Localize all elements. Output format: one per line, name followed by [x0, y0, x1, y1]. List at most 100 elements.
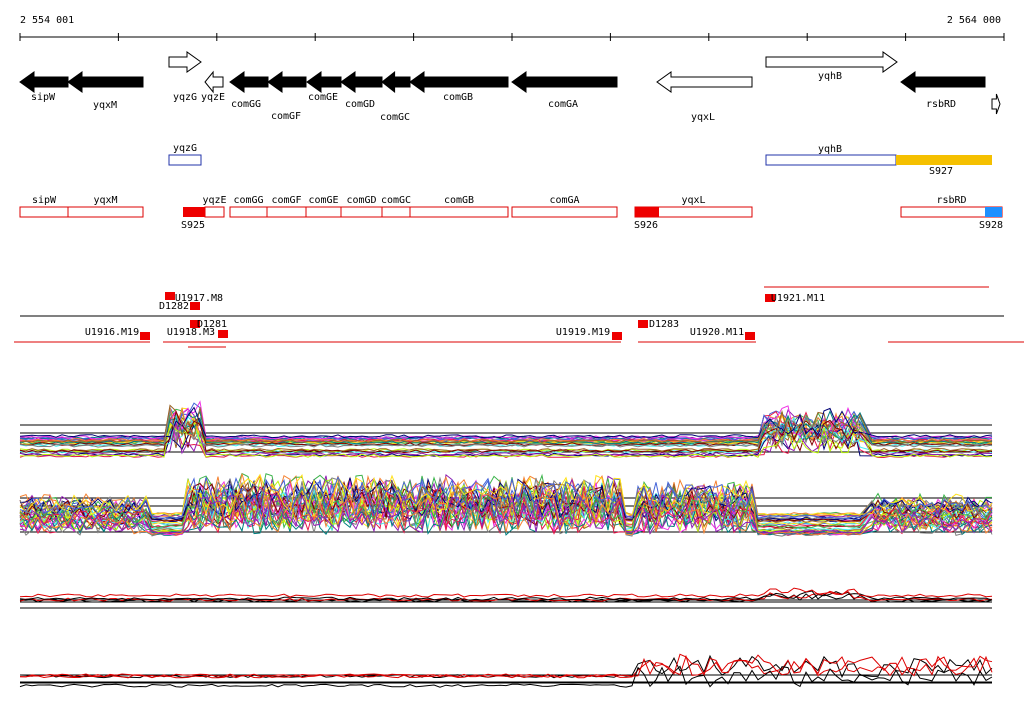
- expression-trace: [19, 665, 993, 688]
- gene-arrow: [340, 71, 383, 93]
- segment-fill: [635, 207, 659, 217]
- expression-trace: [19, 480, 993, 522]
- expression-trace: [19, 475, 993, 519]
- transcript-label: comGB: [444, 195, 474, 206]
- tracks: sipW yqxM yqzG yqzE comGG comGF comGE comGD comG…: [14, 33, 1024, 688]
- element-mark: [765, 294, 775, 302]
- annotation-segment: [896, 155, 992, 165]
- expression-trace: [19, 477, 993, 521]
- expression-trace: [19, 590, 993, 601]
- element-label: U1919.M19: [556, 327, 610, 338]
- gene-arrow: [381, 70, 411, 94]
- gene-arrow: [204, 70, 224, 94]
- gene-label: comGF: [271, 111, 301, 122]
- ruler-end: 2 564 000: [947, 15, 1001, 26]
- transcript-label: comGG: [233, 195, 263, 206]
- gene-label: comGC: [380, 112, 410, 123]
- expression-trace: [19, 407, 993, 443]
- element-label: D1282: [159, 301, 189, 312]
- gene-arrow: [409, 71, 509, 93]
- gene-arrow: [900, 71, 986, 93]
- expression-trace: [19, 493, 993, 534]
- segment-label: S928: [979, 220, 1003, 231]
- transcript-label: comGC: [381, 195, 411, 206]
- expression-trace: [19, 410, 993, 447]
- element-label: D1281: [197, 319, 227, 330]
- element-mark: [745, 332, 755, 340]
- expression-trace: [19, 493, 993, 536]
- element-mark: [638, 320, 648, 328]
- transcript-label: comGE: [308, 195, 338, 206]
- gene-arrow: [511, 71, 618, 93]
- transcript-box: [229, 206, 268, 218]
- gene-label: comGB: [443, 92, 473, 103]
- transcript-box: [204, 206, 225, 218]
- element-label: U1920.M11: [690, 327, 744, 338]
- element-mark: [140, 332, 150, 340]
- gene-arrow: [19, 71, 69, 93]
- gene-arrow: [656, 71, 753, 93]
- gene-arrow: [67, 71, 144, 93]
- annotation-label: yqhB: [818, 144, 842, 155]
- expression-trace: [19, 422, 993, 457]
- gene-label: comGE: [308, 92, 338, 103]
- gene-label: yqxM: [93, 100, 117, 111]
- gene-label: rsbRD: [926, 99, 956, 110]
- expression-trace: [19, 400, 993, 440]
- segment-label: S927: [929, 166, 953, 177]
- expression-trace: [19, 587, 993, 598]
- element-label: U1921.M11: [771, 293, 825, 304]
- transcript-box: [305, 206, 342, 218]
- gene-label: yqzG: [173, 92, 197, 103]
- element-label: U1917.M8: [175, 293, 223, 304]
- segment-label: S926: [634, 220, 658, 231]
- annotation-box: [765, 154, 897, 166]
- transcript-box: [19, 206, 69, 218]
- gene-arrow: [168, 51, 202, 73]
- gene-arrow: [991, 93, 1001, 115]
- transcript-label: yqzE: [202, 195, 226, 206]
- expression-trace: [19, 654, 993, 679]
- element-label: U1918.M3: [167, 327, 215, 338]
- transcript-box: [67, 206, 144, 218]
- gene-label: yqhB: [818, 71, 842, 82]
- transcript-label: comGF: [271, 195, 301, 206]
- ruler-start: 2 554 001: [20, 15, 74, 26]
- transcript-label: yqxM: [93, 195, 117, 206]
- annotation-label: yqzG: [173, 143, 197, 154]
- gene-arrow: [267, 71, 307, 93]
- expression-trace: [19, 473, 993, 517]
- element-label: U1916.M19: [85, 327, 139, 338]
- gene-arrow: [229, 71, 269, 93]
- transcript-box: [381, 206, 411, 218]
- gene-label: sipW: [31, 92, 56, 103]
- gene-arrow: [765, 51, 898, 73]
- segment-label: S925: [181, 220, 205, 231]
- gene-label: comGG: [231, 99, 261, 110]
- gene-label: yqxL: [691, 112, 715, 123]
- transcript-box: [266, 206, 307, 218]
- transcript-box: [409, 206, 509, 218]
- transcript-label: comGA: [549, 195, 579, 206]
- transcript-label: yqxL: [681, 195, 705, 206]
- transcript-box: [340, 206, 383, 218]
- gene-label: comGA: [548, 99, 578, 110]
- gene-label: yqzE: [201, 92, 225, 103]
- expression-trace: [19, 653, 993, 678]
- element-mark: [165, 292, 175, 300]
- transcript-label: rsbRD: [936, 195, 966, 206]
- element-mark: [612, 332, 622, 340]
- annotation-box: [168, 154, 202, 166]
- transcript-box: [511, 206, 618, 218]
- segment-fill: [985, 207, 1002, 217]
- segment-fill: [183, 207, 205, 217]
- gene-arrow: [306, 71, 342, 93]
- expression-trace: [19, 410, 993, 448]
- gene-label: comGD: [345, 99, 375, 110]
- expression-trace: [19, 473, 993, 517]
- element-mark: [218, 330, 228, 338]
- element-mark: [190, 320, 200, 328]
- element-mark: [190, 302, 200, 310]
- transcript-label: comGD: [346, 195, 376, 206]
